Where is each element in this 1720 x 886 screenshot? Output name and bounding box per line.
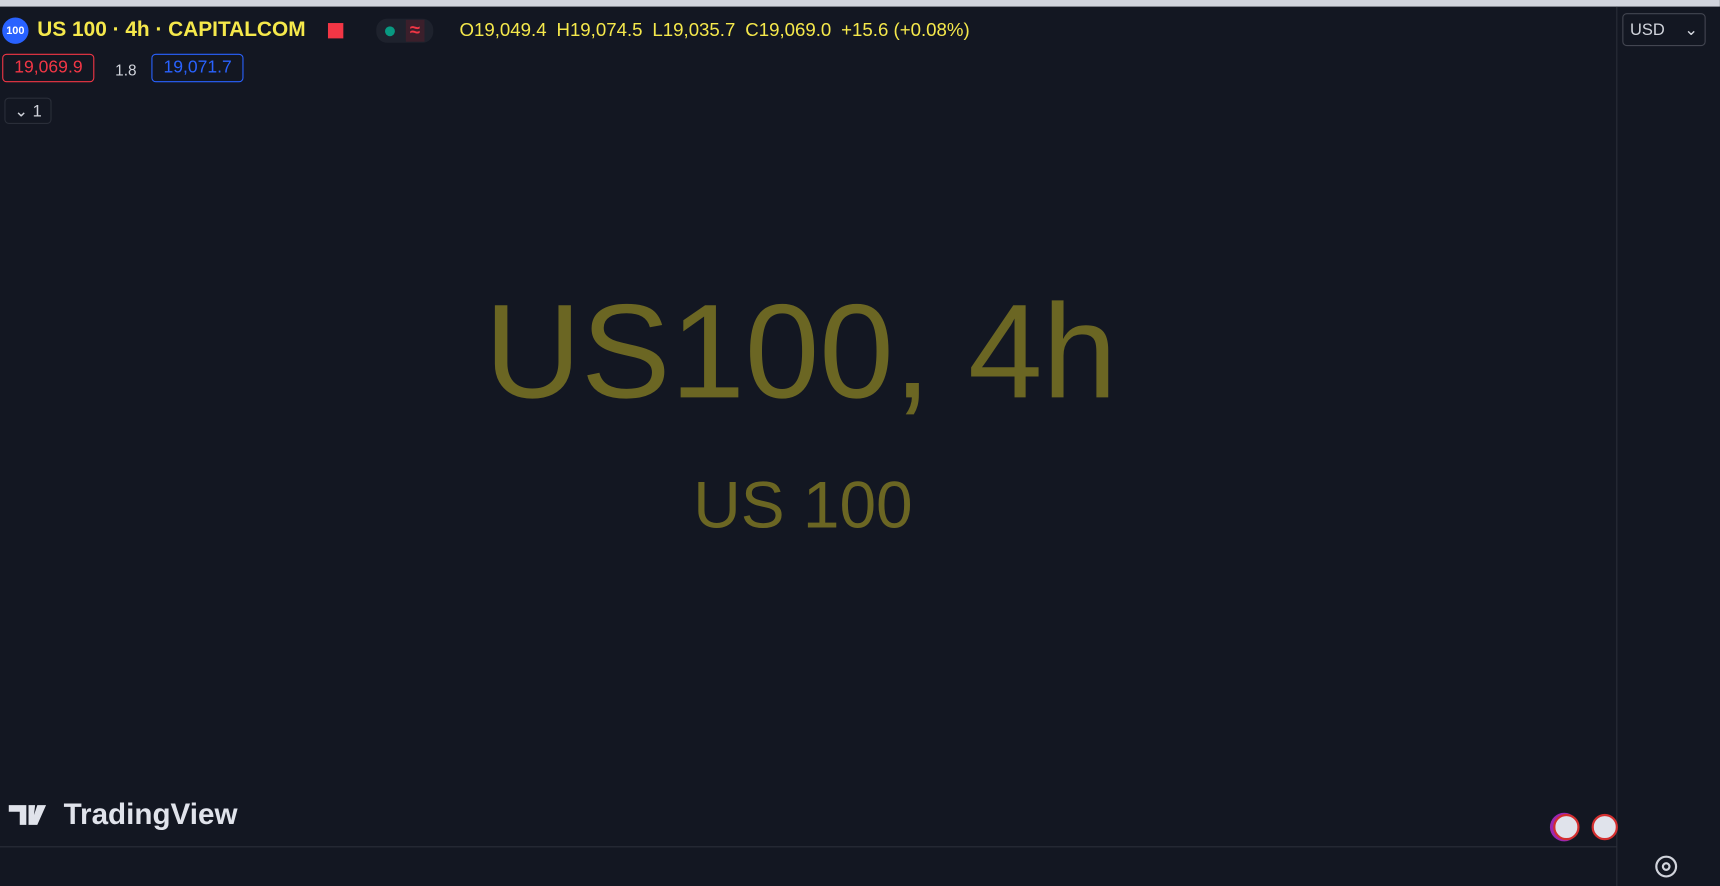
settings-button[interactable]	[1655, 855, 1678, 878]
ohlc: O19,049.4 H19,074.5 L19,035.7 C19,069.0 +15.…	[459, 20, 969, 42]
symbol-header: 100 US 100 · 4h · CAPITALCOM ≈ O19,049.4…	[2, 17, 970, 44]
indicators-toggle[interactable]: ⌄ 1	[4, 97, 52, 124]
ohlc-value: +15.6 (+0.08%)	[841, 19, 970, 41]
event-icon[interactable]	[1591, 813, 1618, 841]
delay-icon: ≈	[405, 19, 425, 42]
ohlc-value: C19,069.0	[745, 19, 832, 41]
logo-mark	[8, 805, 47, 825]
watermark: US100, 4h	[485, 277, 1117, 426]
watermark-subtitle: US 100	[693, 467, 912, 541]
top-strip	[0, 0, 1720, 7]
buy-button[interactable]: 19,071.7	[151, 53, 244, 83]
ohlc-value: L19,035.7	[652, 19, 736, 41]
event-icon[interactable]	[1553, 813, 1580, 841]
sell-button[interactable]: 19,069.9	[2, 53, 95, 83]
status-pill[interactable]: ≈	[375, 18, 434, 43]
currency-select[interactable]: USD ⌄	[1622, 13, 1706, 47]
symbol-badge: 100	[2, 17, 29, 44]
logo: TradingView	[8, 798, 239, 831]
symbol[interactable]: US 100 · 4h · CAPITALCOM	[37, 18, 306, 42]
spread: 1.8	[115, 61, 137, 79]
dropdown-arrow: ⌄	[1684, 20, 1699, 40]
ohlc-value: H19,074.5	[556, 19, 643, 41]
brand: TradingView	[64, 798, 239, 831]
market-open-dot	[384, 25, 395, 36]
currency: USD	[1629, 20, 1665, 39]
flag[interactable]	[327, 23, 343, 39]
settings-button-core	[1661, 862, 1671, 871]
indicator-count: 1	[32, 102, 42, 121]
ohlc-value: O19,049.4	[459, 19, 547, 41]
